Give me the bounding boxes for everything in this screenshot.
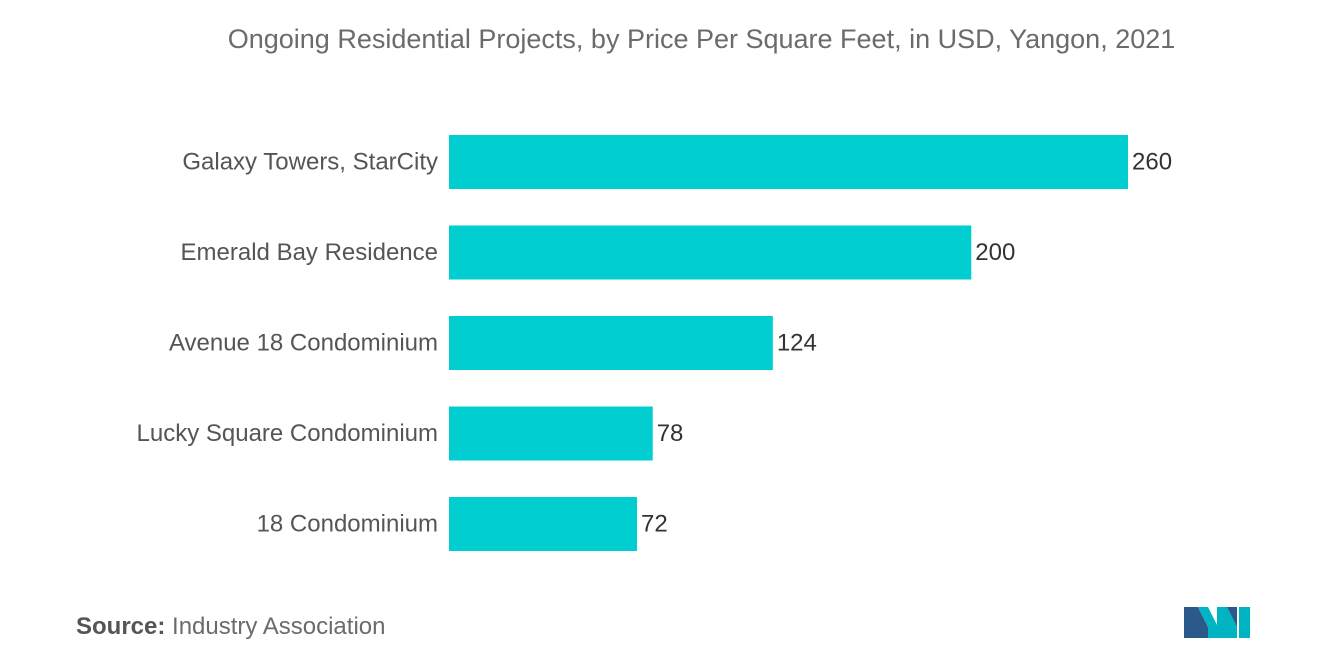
source-label: Source: [76, 613, 166, 640]
bar [449, 406, 653, 461]
category-label: Galaxy Towers, StarCity [182, 149, 438, 176]
source-line: Source: Industry Association [76, 613, 385, 641]
source-text: Industry Association [172, 613, 386, 640]
bar [449, 497, 638, 551]
value-label: 72 [641, 511, 668, 538]
bar [449, 225, 972, 280]
bar [449, 316, 773, 370]
bar [449, 135, 1128, 189]
value-label: 124 [777, 330, 817, 357]
mordor-intelligence-logo-icon [1184, 607, 1250, 638]
category-label: Emerald Bay Residence [181, 239, 438, 266]
category-label: Avenue 18 Condominium [169, 330, 438, 357]
value-label: 78 [657, 420, 684, 447]
bar-chart: Galaxy Towers, StarCity 260 Emerald Bay Re… [137, 135, 1172, 551]
value-label: 200 [975, 239, 1015, 266]
value-label: 260 [1132, 149, 1172, 176]
category-label: 18 Condominium [257, 511, 438, 538]
chart-title: Ongoing Residential Projects, by Price P… [227, 24, 1176, 54]
category-label: Lucky Square Condominium [137, 420, 439, 447]
